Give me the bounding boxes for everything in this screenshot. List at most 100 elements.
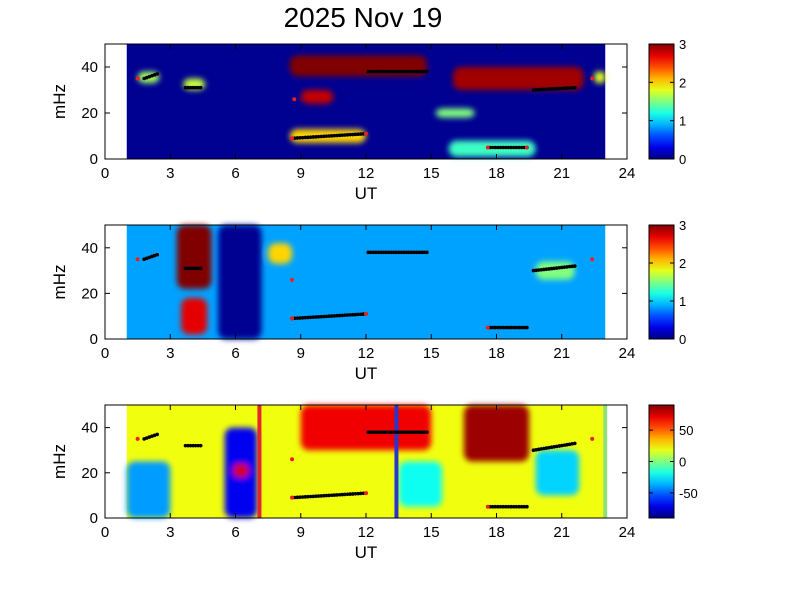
black-marker <box>155 72 159 76</box>
red-marker <box>290 136 295 141</box>
black-marker <box>490 325 495 330</box>
x-tick-label: 9 <box>297 165 305 182</box>
black-marker <box>188 266 193 271</box>
black-marker <box>386 250 391 255</box>
black-marker <box>366 430 370 434</box>
heatmap-cell <box>218 225 262 339</box>
black-marker <box>509 145 513 150</box>
black-marker <box>332 314 337 318</box>
red-marker <box>292 97 297 102</box>
black-marker <box>493 504 498 509</box>
black-marker <box>348 492 352 496</box>
x-tick-label: 6 <box>231 345 239 362</box>
black-marker <box>504 504 508 509</box>
black-marker <box>419 250 424 255</box>
black-marker <box>358 312 363 317</box>
colorbar-tick-label: 0 <box>679 152 686 167</box>
x-tick-label: 15 <box>423 345 440 362</box>
black-marker <box>188 443 193 448</box>
black-marker <box>311 315 315 319</box>
black-marker <box>376 69 381 74</box>
black-marker <box>542 87 546 92</box>
red-marker <box>290 457 295 462</box>
black-marker <box>394 250 399 255</box>
black-marker <box>191 85 195 90</box>
heatmap-cell <box>181 297 208 335</box>
x-tick-label: 3 <box>166 524 174 541</box>
black-marker <box>335 133 339 138</box>
black-marker <box>306 494 310 499</box>
black-marker <box>384 430 388 434</box>
black-marker <box>381 250 386 255</box>
black-marker <box>308 494 313 499</box>
black-marker <box>374 250 378 255</box>
black-marker <box>368 69 373 74</box>
black-marker <box>504 145 508 150</box>
black-marker <box>155 432 159 437</box>
black-marker <box>544 87 549 92</box>
x-tick-label: 12 <box>358 345 375 362</box>
black-marker <box>554 86 559 91</box>
black-marker <box>356 312 360 317</box>
colorbar-tick-label: 3 <box>679 218 686 233</box>
black-marker <box>186 443 190 448</box>
black-marker <box>303 315 308 320</box>
black-marker <box>298 495 302 499</box>
black-marker <box>501 145 505 150</box>
black-marker <box>557 86 562 91</box>
heatmap-cell <box>233 463 249 478</box>
y-axis-label: mHz <box>50 444 69 479</box>
panel-3: 0 3 6 9 12 15 18 21 24 0 20 40 UT mHz -50 0 50 <box>50 404 698 562</box>
black-marker <box>348 132 352 137</box>
red-marker <box>590 76 595 81</box>
x-tick-label: 24 <box>619 345 636 362</box>
black-marker <box>356 491 360 496</box>
black-marker <box>511 325 516 330</box>
y-tick-label: 40 <box>81 240 98 257</box>
colorbar-tick-label: 2 <box>679 256 686 271</box>
black-marker <box>402 69 406 74</box>
black-marker <box>404 69 409 74</box>
black-marker <box>397 250 401 255</box>
heatmap-cell <box>453 67 584 90</box>
x-tick-label: 0 <box>101 345 109 362</box>
black-marker <box>536 87 541 92</box>
black-marker <box>350 132 355 137</box>
heatmap-cell <box>594 71 606 84</box>
black-marker <box>493 145 498 150</box>
black-marker <box>391 250 396 255</box>
black-marker <box>422 250 427 255</box>
black-marker <box>311 494 315 499</box>
figure-title: 2025 Nov 19 <box>283 2 443 33</box>
black-marker <box>522 325 527 330</box>
heatmap-cell <box>126 461 171 518</box>
black-marker <box>496 325 500 330</box>
red-marker <box>364 491 368 496</box>
black-marker <box>324 314 329 319</box>
black-marker <box>337 313 342 318</box>
black-marker <box>399 250 404 255</box>
red-marker <box>485 504 490 509</box>
black-marker <box>340 492 345 497</box>
black-marker <box>514 145 519 150</box>
black-marker <box>573 264 577 268</box>
x-axis-label: UT <box>355 184 378 203</box>
black-marker <box>422 69 427 74</box>
black-marker <box>376 430 381 434</box>
black-marker <box>303 495 308 499</box>
black-marker <box>353 491 358 496</box>
x-tick-label: 3 <box>166 345 174 362</box>
x-tick-label: 21 <box>553 524 570 541</box>
black-marker <box>417 430 422 434</box>
black-marker <box>399 430 404 434</box>
colorbar-tick-label: 1 <box>679 294 686 309</box>
black-marker <box>504 325 508 330</box>
black-marker <box>298 136 302 140</box>
black-marker <box>381 430 386 434</box>
y-axis-label: mHz <box>50 84 69 119</box>
black-marker <box>567 86 572 90</box>
black-marker <box>394 69 399 74</box>
red-marker <box>485 145 490 150</box>
black-marker <box>565 86 569 90</box>
